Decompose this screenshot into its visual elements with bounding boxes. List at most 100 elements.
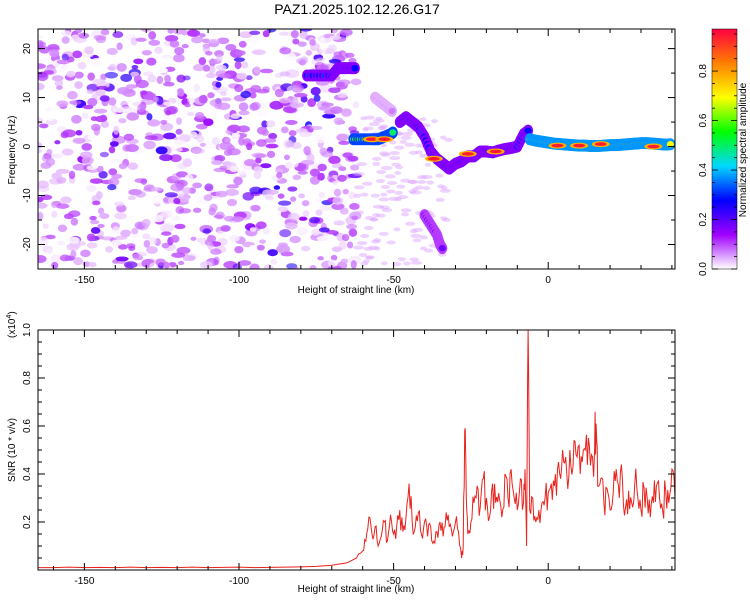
noise-cell	[311, 228, 321, 236]
noise-cell	[108, 63, 117, 72]
noise-cell	[294, 92, 308, 98]
noise-cell	[187, 97, 196, 104]
snr-plot-area	[38, 330, 675, 570]
noise-cell	[255, 221, 267, 229]
noise-cell	[80, 249, 91, 258]
noise-cell	[255, 139, 267, 147]
noise-cell	[394, 171, 402, 176]
noise-cell	[202, 38, 211, 44]
noise-cell	[54, 140, 61, 145]
noise-cell	[70, 217, 79, 226]
noise-cell	[86, 242, 98, 249]
noise-cell	[386, 240, 396, 245]
noise-cell	[114, 212, 127, 220]
noise-cell	[315, 209, 323, 216]
noise-cell	[131, 65, 139, 70]
noise-cell	[195, 112, 205, 119]
noise-cell	[335, 81, 345, 87]
figure-title: PAZ1.2025.102.12.26.G17	[274, 1, 440, 17]
noise-cell	[298, 59, 307, 66]
noise-cell	[77, 61, 87, 70]
noise-cell	[216, 102, 231, 110]
noise-cell	[177, 89, 185, 97]
noise-cell	[412, 238, 422, 243]
hotspot-core	[427, 156, 440, 161]
noise-cell	[338, 140, 350, 145]
hotspot-core	[365, 137, 378, 142]
noise-cell	[380, 184, 391, 189]
noise-cell	[309, 168, 320, 177]
noise-cell	[333, 220, 345, 226]
noise-cell	[254, 153, 268, 158]
noise-cell	[130, 71, 140, 77]
colorbar-tick-label: 0.2	[698, 212, 709, 226]
noise-cell	[263, 138, 277, 143]
noise-cell	[215, 190, 228, 198]
noise-cell	[340, 258, 349, 264]
noise-cell	[426, 180, 435, 185]
noise-cell	[226, 184, 240, 189]
noise-cell	[253, 166, 264, 173]
noise-cell	[38, 34, 44, 40]
noise-cell	[350, 260, 357, 269]
noise-cell	[386, 189, 396, 194]
noise-cell	[38, 63, 46, 70]
noise-cell	[242, 138, 252, 144]
noise-cell	[396, 184, 406, 189]
noise-cell	[296, 227, 309, 236]
noise-cell	[39, 237, 49, 246]
noise-cell	[330, 29, 338, 34]
noise-cell	[155, 258, 167, 266]
noise-cell	[249, 92, 257, 99]
noise-cell	[135, 37, 147, 42]
noise-cell	[320, 64, 329, 71]
noise-cell	[227, 124, 241, 132]
noise-cell	[154, 46, 163, 54]
noise-cell	[283, 154, 291, 161]
noise-cell	[133, 58, 144, 65]
noise-cell	[231, 132, 240, 140]
noise-cell	[174, 46, 185, 55]
noise-cell	[130, 36, 138, 46]
noise-cell	[363, 226, 374, 231]
noise-cell	[55, 168, 70, 174]
noise-cell	[199, 238, 206, 245]
noise-cell	[199, 142, 206, 147]
noise-cell	[132, 253, 143, 261]
noise-cell	[191, 36, 204, 44]
noise-cell	[39, 123, 49, 129]
noise-cell	[169, 154, 182, 163]
noise-cell	[372, 118, 385, 123]
noise-cell	[440, 216, 448, 221]
y-tick-label: 0.6	[22, 419, 33, 433]
noise-cell	[234, 245, 244, 254]
noise-cell	[73, 257, 83, 266]
noise-cell	[146, 57, 157, 66]
noise-cell	[349, 202, 360, 210]
noise-cell	[276, 244, 291, 254]
noise-cell	[184, 103, 191, 108]
noise-cell	[81, 143, 93, 151]
noise-cell	[161, 231, 172, 236]
noise-cell	[301, 200, 310, 207]
noise-cell	[51, 172, 63, 179]
noise-cell	[82, 104, 94, 110]
noise-cell	[47, 43, 60, 51]
noise-cell	[373, 246, 381, 251]
noise-cell	[400, 212, 409, 217]
noise-cell	[60, 30, 72, 37]
noise-cell	[404, 142, 416, 147]
noise-cell	[363, 259, 370, 264]
noise-cell	[109, 158, 123, 164]
noise-cell	[317, 163, 327, 172]
noise-cell	[255, 157, 262, 164]
noise-cell	[87, 72, 95, 81]
noise-cell	[220, 91, 227, 96]
noise-cell	[233, 57, 246, 63]
noise-cell	[176, 117, 183, 125]
noise-cell	[340, 108, 352, 117]
noise-cell	[310, 86, 321, 96]
noise-cell	[112, 226, 121, 236]
noise-cell	[174, 147, 183, 152]
noise-cell	[342, 152, 353, 158]
